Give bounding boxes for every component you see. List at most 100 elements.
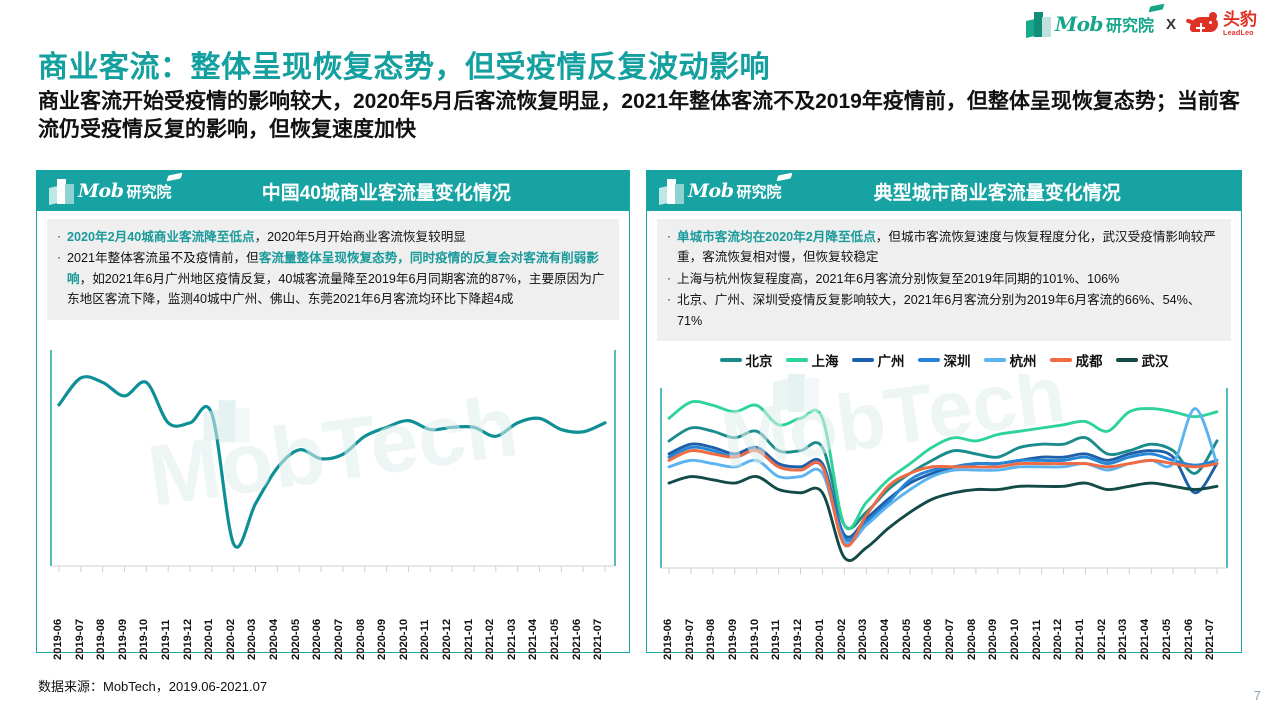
x-axis-tick-label: 2020-11: [1030, 619, 1043, 660]
x-axis-tick-label: 2019-09: [727, 618, 740, 660]
left-chart-x-axis-labels: 2019-06 2019-07 2019-08 2019-09 2019-10 2019-…: [37, 582, 629, 660]
x-axis-tick-label: 2020-01: [813, 618, 826, 660]
x-axis-tick-label: 2021-02: [1095, 618, 1108, 660]
leadleo-cn-label: 头豹: [1223, 10, 1257, 29]
legend-swatch-icon: [1115, 358, 1138, 362]
legend-label: 成都: [1075, 353, 1103, 369]
x-axis-tick-label: 2021-04: [1139, 618, 1152, 660]
x-axis-tick-label: 2019-06: [52, 618, 64, 660]
legend-swatch-icon: [851, 358, 874, 362]
legend-item-广州[interactable]: 广州: [851, 350, 905, 370]
x-axis-tick-label: 2020-09: [987, 618, 1000, 660]
x-axis-tick-label: 2020-02: [224, 618, 237, 660]
legend-item-北京[interactable]: 北京: [719, 350, 773, 370]
legend-swatch-icon: [917, 358, 940, 362]
note-item: · 2021年整体客流虽不及疫情前，但客流量整体呈现恢复态势，同时疫情的反复会对客…: [51, 248, 611, 309]
panel-left-title: 中国40城商业客流量变化情况: [261, 182, 511, 204]
note-plain: 2021年整体客流虽不及疫情前，但: [67, 251, 259, 266]
right-chart-legend: 北京 上海 广州 深圳 杭州 成都 武汉: [647, 350, 1241, 370]
mob-logo-cn: 研究院: [1106, 3, 1165, 36]
note-item: · 2020年2月40城商业客流降至低点，2020年5月开始商业客流恢复较明显: [51, 227, 611, 247]
bullet-icon: ·: [57, 229, 61, 243]
series-line-北京: [667, 426, 1219, 530]
note-highlight: 客流量整体呈现恢复态势，同时疫情的反复会对客流有削弱影响: [67, 251, 599, 286]
legend-label: 深圳: [943, 353, 971, 369]
legend-item-成都[interactable]: 成都: [1049, 350, 1103, 370]
leadleo-en-label: LeadLeo: [1223, 30, 1254, 37]
x-axis-tick-label: 2019-08: [95, 618, 108, 660]
brand-bar: Mob 研究院 X 头豹 LeadLeo: [1026, 3, 1257, 42]
bullet-icon: ·: [667, 229, 671, 243]
x-axis-tick-label: 2020-02: [835, 618, 848, 660]
x-axis-tick-label: 2019-09: [116, 618, 129, 660]
panel-left-body: · 2020年2月40城商业客流降至低点，2020年5月开始商业客流恢复较明显 · 2…: [37, 219, 629, 660]
legend-item-武汉[interactable]: 武汉: [1115, 350, 1169, 370]
x-axis-tick-label: 2019-10: [748, 618, 761, 660]
page-number: 7: [1253, 688, 1261, 703]
legend-swatch-icon: [1049, 358, 1072, 362]
mob-building-icon: [659, 178, 685, 205]
legend-label: 上海: [811, 353, 839, 369]
legend-label: 广州: [877, 353, 905, 369]
x-axis-tick-label: 2019-11: [770, 619, 783, 660]
note-item: · 上海与杭州恢复程度高，2021年6月客流分别恢复至2019年同期的101%、1…: [661, 269, 1223, 289]
x-axis-tick-label: 2020-08: [965, 618, 978, 660]
bullet-icon: ·: [667, 270, 671, 285]
x-axis-tick-label: 2020-12: [1052, 618, 1065, 660]
series-line-广州: [667, 442, 1219, 539]
right-chart: [660, 388, 1228, 574]
note-text: 北京、广州、深圳受疫情反复影响较大，2021年6月客流分别为2019年6月客流的…: [677, 290, 1223, 331]
legend-item-杭州[interactable]: 杭州: [983, 350, 1037, 370]
x-axis-tick-label: 2021-07: [1204, 618, 1217, 660]
mob-building-icon: [49, 178, 75, 205]
x-axis-tick-label: 2020-08: [354, 618, 367, 660]
legend-swatch-icon: [785, 358, 808, 362]
x-axis-tick-label: 2020-01: [203, 618, 216, 660]
note-plain: 上海与杭州恢复程度高，2021年6月客流分别恢复至2019年同期的101%、10…: [677, 271, 1120, 286]
series-line-40城商业客流指数: [57, 375, 607, 549]
panel-right-logo: Mob 研究院: [659, 172, 793, 205]
page-title: 商业客流：整体呈现恢复态势，但受疫情反复波动影响: [38, 51, 770, 84]
x-axis-tick-label: 2020-04: [268, 618, 281, 660]
source-note: 数据来源：MobTech，2019.06-2021.07: [38, 679, 268, 694]
left-chart-area: MobTech 2019-06 2019-07 2019-08 2019-09 2019…: [37, 348, 629, 660]
bullet-icon: ·: [667, 292, 671, 307]
note-highlight: 2020年2月40城商业客流降至低点: [67, 230, 255, 244]
note-item: · 北京、广州、深圳受疫情反复影响较大，2021年6月客流分别为2019年6月客流…: [661, 290, 1223, 331]
note-highlight: 单城市客流均在2020年2月降至低点: [677, 230, 876, 244]
x-axis-tick-label: 2019-10: [138, 618, 151, 660]
series-line-武汉: [667, 475, 1219, 562]
x-axis-tick-label: 2020-10: [1009, 618, 1021, 660]
mob-logo-word: Mob: [1055, 12, 1103, 36]
x-axis-tick-label: 2020-09: [376, 618, 389, 660]
legend-swatch-icon: [719, 358, 742, 362]
panel-left-logo-cn: 研究院: [127, 172, 183, 202]
x-axis-tick-label: 2019-07: [73, 618, 86, 660]
series-line-上海: [667, 400, 1219, 531]
right-chart-area: MobTech 2019-06 2019-07 2019-08 2019-09 2019…: [647, 374, 1241, 660]
leadleo-logo: 头豹 LeadLeo: [1185, 10, 1257, 37]
x-axis-tick-label: 2021-07: [592, 618, 605, 660]
panel-right-header: Mob 研究院 典型城市商业客流量变化情况: [647, 171, 1241, 211]
panel-left-header: Mob 研究院 中国40城商业客流量变化情况: [37, 171, 629, 211]
x-axis-tick-label: 2020-03: [857, 618, 870, 660]
x-axis-tick-label: 2021-06: [570, 618, 583, 660]
x-axis-tick-label: 2021-05: [549, 618, 562, 660]
x-axis-tick-label: 2020-05: [900, 618, 913, 660]
x-axis-tick-label: 2020-07: [943, 618, 956, 660]
x-axis-tick-label: 2020-05: [289, 618, 302, 660]
legend-item-上海[interactable]: 上海: [785, 350, 839, 370]
page-subtitle: 商业客流开始受疫情的影响较大，2020年5月后客流恢复明显，2021年整体客流不…: [38, 90, 1240, 142]
leopard-icon: [1185, 10, 1220, 37]
panel-left-notes: · 2020年2月40城商业客流降至低点，2020年5月开始商业客流恢复较明显 · 2…: [47, 219, 619, 320]
note-text: 上海与杭州恢复程度高，2021年6月客流分别恢复至2019年同期的101%、10…: [677, 269, 1223, 289]
legend-item-深圳[interactable]: 深圳: [917, 350, 971, 370]
note-item: · 单城市客流均在2020年2月降至低点，但城市客流恢复速度与恢复程度分化，武汉受…: [661, 227, 1223, 268]
panel-china-40-cities: Mob 研究院 中国40城商业客流量变化情况 · 2020年2月40城商业客流降至…: [36, 170, 630, 660]
x-axis-tick-label: 2020-03: [246, 618, 259, 660]
x-axis-tick-label: 2021-06: [1182, 618, 1195, 660]
x-axis-tick-label: 2021-01: [462, 618, 475, 660]
panel-left-logo-word: Mob: [78, 180, 124, 202]
x-axis-tick-label: 2021-02: [484, 618, 497, 660]
x-axis-tick-label: 2019-08: [705, 618, 718, 660]
